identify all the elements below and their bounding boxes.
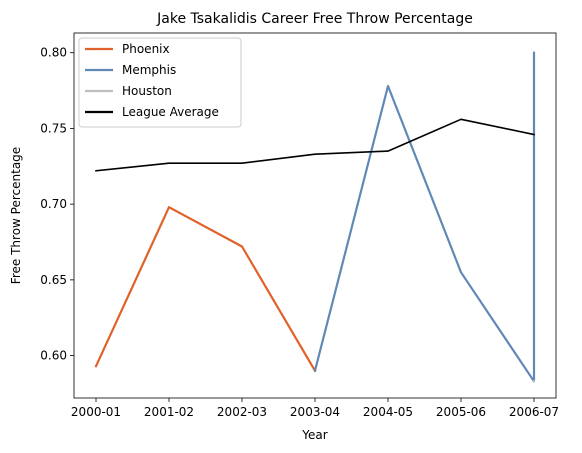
legend-label-houston: Houston (122, 84, 172, 98)
x-axis: 2000-01 2001-02 2002-03 2003-04 2004-05 2005-… (71, 398, 559, 419)
x-tick-label: 2004-05 (363, 405, 413, 419)
x-tick-label: 2000-01 (71, 405, 121, 419)
y-tick-label: 0.65 (40, 273, 67, 287)
legend: Phoenix Memphis Houston League Average (78, 37, 242, 128)
series-line-memphis (313, 51, 536, 383)
x-tick-label: 2006-07 (509, 405, 559, 419)
x-tick-label: 2005-06 (436, 405, 486, 419)
legend-box (78, 37, 242, 128)
x-tick-label: 2003-04 (290, 405, 340, 419)
chart-title: Jake Tsakalidis Career Free Throw Percen… (156, 11, 473, 27)
series-line-phoenix (94, 206, 317, 373)
y-axis-label: Free Throw Percentage (9, 147, 23, 284)
y-tick-label: 0.60 (40, 349, 67, 363)
legend-label-league-average: League Average (122, 105, 219, 119)
x-tick-label: 2002-03 (217, 405, 267, 419)
legend-label-phoenix: Phoenix (122, 42, 170, 56)
x-tick-label: 2001-02 (144, 405, 194, 419)
legend-label-memphis: Memphis (122, 63, 176, 77)
y-tick-label: 0.70 (40, 197, 67, 211)
x-axis-label: Year (301, 428, 327, 442)
y-tick-label: 0.80 (40, 46, 67, 60)
series-line-league-average (95, 118, 535, 172)
y-tick-label: 0.75 (40, 121, 67, 135)
y-axis: 0.60 0.65 0.70 0.75 0.80 (40, 46, 74, 363)
